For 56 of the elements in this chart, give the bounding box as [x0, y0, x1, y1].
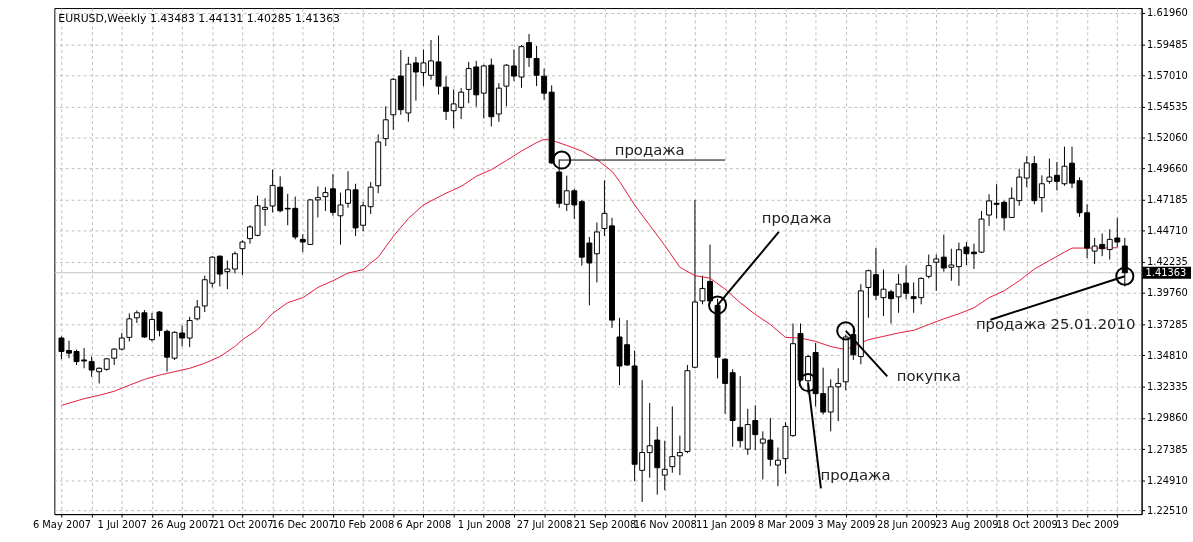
candlestick — [314, 185, 321, 218]
annotation: продажа — [820, 466, 891, 484]
y-tick-label: 1.32335 — [1147, 381, 1188, 393]
candlestick — [925, 254, 932, 279]
x-tick-label: 27 Jul 2008 — [516, 519, 573, 531]
y-tick-label: 1.54535 — [1147, 101, 1188, 113]
annotation: продажа 25.01.2010 — [975, 314, 1136, 332]
x-tick-label: 23 Aug 2009 — [935, 519, 999, 531]
chart-title: EURUSD,Weekly 1.43483 1.44131 1.40285 1.41363 — [58, 11, 341, 25]
x-tick-label: 21 Oct 2007 — [212, 519, 274, 531]
y-tick-label: 1.59485 — [1147, 38, 1188, 50]
x-tick-label: 6 Apr 2008 — [396, 519, 452, 531]
y-tick-label: 1.37285 — [1147, 318, 1188, 330]
x-tick-label: 1 Jul 2007 — [97, 519, 148, 531]
candlestick — [933, 254, 940, 292]
y-tick-label: 1.49660 — [1147, 162, 1188, 174]
y-tick-label: 1.61960 — [1147, 7, 1188, 19]
y-tick-label: 1.57010 — [1147, 69, 1188, 81]
candlestick — [737, 375, 744, 449]
candlestick — [186, 316, 193, 348]
x-tick-label: 1 Jun 2008 — [457, 519, 511, 531]
x-tick-label: 8 Mar 2009 — [757, 519, 815, 531]
x-tick-label: 26 Aug 2007 — [150, 519, 215, 531]
x-tick-label: 28 Jun 2009 — [876, 519, 937, 531]
ref-line-label: 1.41363 — [1145, 266, 1187, 278]
candlestick — [661, 440, 668, 491]
candlestick — [1038, 174, 1045, 213]
x-tick-label: 6 May 2007 — [32, 519, 92, 531]
y-tick-label: 1.47185 — [1147, 193, 1188, 205]
candlestick — [541, 68, 548, 101]
annotation: покупка — [896, 367, 961, 385]
annotation: продажа — [761, 209, 832, 227]
candlestick — [774, 447, 781, 487]
candlestick — [669, 405, 676, 474]
x-tick-label: 13 Dec 2009 — [1056, 519, 1120, 531]
y-tick-label: 1.42235 — [1147, 256, 1188, 268]
candlestick — [593, 221, 600, 283]
y-tick-label: 1.39760 — [1147, 287, 1188, 299]
y-tick-label: 1.34810 — [1147, 349, 1188, 361]
x-tick-label: 21 Sep 2008 — [573, 519, 637, 531]
x-tick-label: 11 Jan 2009 — [696, 519, 756, 531]
candlestick — [367, 181, 374, 215]
x-tick-label: 3 May 2009 — [817, 519, 876, 531]
candlestick — [533, 45, 540, 87]
candlestick — [239, 239, 246, 276]
y-tick-label: 1.52060 — [1147, 132, 1188, 144]
candlestick — [382, 105, 389, 147]
candlestick — [194, 299, 201, 321]
y-tick-label: 1.22510 — [1147, 505, 1188, 517]
candlestick — [676, 435, 683, 476]
y-tick-label: 1.44710 — [1147, 225, 1188, 237]
annotation: продажа — [614, 141, 685, 159]
candlestick — [231, 250, 238, 274]
y-tick-label: 1.24910 — [1147, 474, 1188, 486]
y-tick-label: 1.29860 — [1147, 412, 1188, 424]
y-tick-label: 1.27385 — [1147, 443, 1188, 455]
